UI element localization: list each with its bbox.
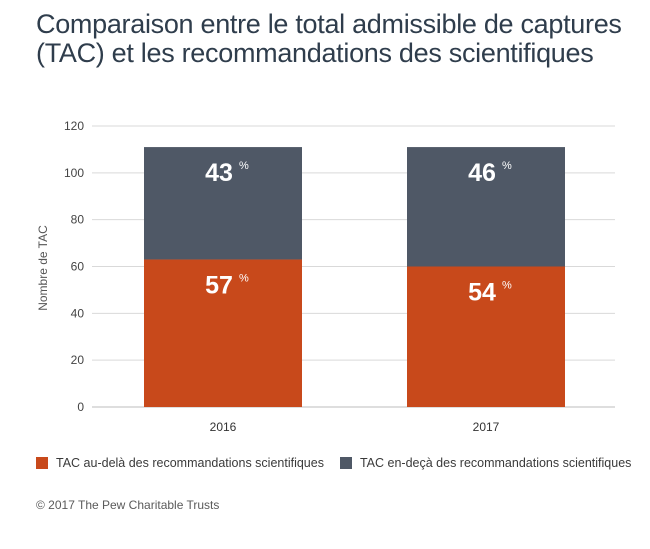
data-label: 43 xyxy=(205,159,233,187)
y-tick-label: 120 xyxy=(64,119,84,133)
data-label: 57 xyxy=(205,271,233,299)
y-tick-label: 100 xyxy=(64,166,84,180)
bar-segment xyxy=(144,147,302,260)
legend: TAC au-delà des recommandations scientif… xyxy=(36,456,647,470)
data-label-unit: % xyxy=(502,280,512,292)
legend-item-above: TAC au-delà des recommandations scientif… xyxy=(36,456,324,470)
data-label: 54 xyxy=(468,279,496,307)
legend-swatch-below xyxy=(339,457,352,469)
stacked-bar-chart: 0 20 40 60 80 100 120 Nombre de TAC 57 % 43 % 54 % 4… xyxy=(36,119,615,434)
data-label: 46 xyxy=(468,159,496,187)
y-tick-label: 20 xyxy=(71,353,85,367)
y-tick-label: 0 xyxy=(77,400,84,414)
legend-label-below: TAC en-deçà des recommandations scientif… xyxy=(359,456,632,470)
x-tick-label: 2016 xyxy=(210,420,237,434)
bar-segment xyxy=(407,147,565,267)
y-axis-ticks: 0 20 40 60 80 100 120 xyxy=(64,119,84,414)
legend-label-above: TAC au-delà des recommandations scientif… xyxy=(56,456,324,470)
data-label-unit: % xyxy=(239,160,249,172)
bars: 57 % 43 % 54 % 46% xyxy=(144,147,565,407)
y-tick-label: 40 xyxy=(71,306,85,320)
source-credit: © 2017 The Pew Charitable Trusts xyxy=(36,498,220,512)
x-axis-ticks: 2016 2017 xyxy=(210,420,500,434)
y-tick-label: 80 xyxy=(71,213,85,227)
legend-item-below: TAC en-deçà des recommandations scientif… xyxy=(339,456,632,470)
x-tick-label: 2017 xyxy=(473,420,500,434)
y-tick-label: 60 xyxy=(71,260,85,274)
y-axis-label: Nombre de TAC xyxy=(36,225,50,311)
data-label-unit: % xyxy=(502,160,512,172)
bar-segment xyxy=(144,259,302,407)
bar-segment xyxy=(407,266,565,407)
legend-swatch-above xyxy=(36,457,48,469)
data-label-unit: % xyxy=(239,272,249,284)
chart-title: Comparaison entre le total admissible de… xyxy=(36,9,622,68)
